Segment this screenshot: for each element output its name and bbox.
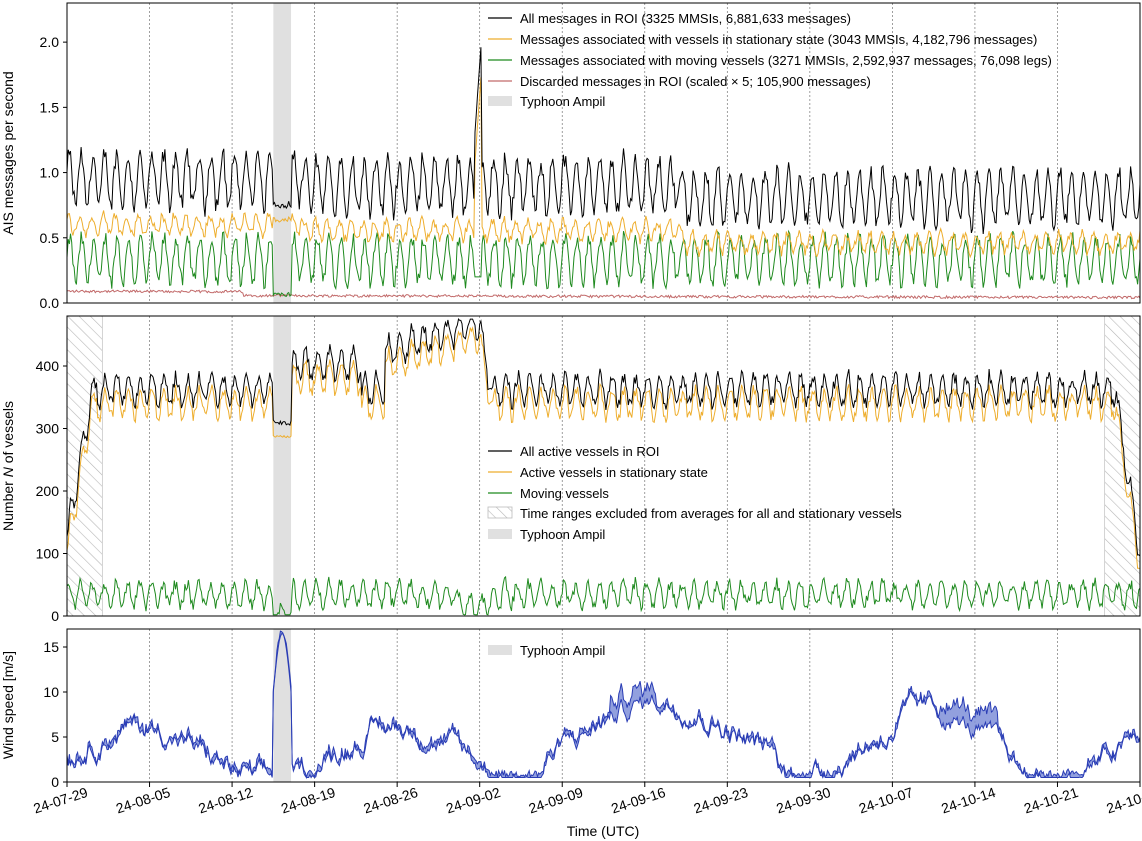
stationary-vessels-line bbox=[66, 326, 1141, 570]
x-tick-label: 24-08-12 bbox=[196, 784, 254, 817]
vessels-y-axis-label: Number N of vessels bbox=[0, 401, 16, 531]
legend-moving-messages: Messages associated with moving vessels … bbox=[520, 53, 1052, 68]
x-tick-label: 24-07-29 bbox=[31, 784, 89, 817]
typhoon-band bbox=[273, 3, 292, 303]
legend-typhoon-2: Typhoon Ampil bbox=[520, 527, 605, 542]
typhoon-band bbox=[273, 316, 292, 616]
y-tick-label: 0 bbox=[51, 774, 59, 790]
all-messages-line bbox=[66, 47, 1141, 235]
x-tick-label: 24-10-14 bbox=[939, 784, 997, 817]
x-tick-label: 24-08-19 bbox=[279, 784, 337, 817]
messages-panel-frame bbox=[66, 2, 1141, 304]
messages-panel: 0.00.51.01.52.0 AIS messages per second … bbox=[0, 2, 1141, 311]
wind-max-line bbox=[66, 630, 1141, 780]
legend-swatch-typhoon bbox=[488, 96, 512, 106]
y-tick-label: 15 bbox=[43, 639, 59, 655]
y-tick-label: 0.5 bbox=[40, 230, 60, 246]
wind-legend: Typhoon Ampil bbox=[488, 643, 605, 658]
vessels-legend: All active vessels in ROI Active vessels… bbox=[487, 444, 902, 542]
legend-swatch-typhoon-3 bbox=[488, 645, 512, 655]
x-tick-label: 24-08-05 bbox=[114, 784, 172, 817]
legend-typhoon-3: Typhoon Ampil bbox=[520, 643, 605, 658]
y-tick-label: 2.0 bbox=[40, 34, 60, 50]
x-axis-label: Time (UTC) bbox=[567, 823, 640, 839]
legend-stationary-messages: Messages associated with vessels in stat… bbox=[520, 32, 1037, 47]
vessels-panel: 0 100 200 300 400 Number N of vessels All ac… bbox=[0, 315, 1141, 624]
moving-messages-line bbox=[66, 229, 1141, 298]
legend-stationary-vessels: Active vessels in stationary state bbox=[520, 465, 708, 480]
wind-panel: 0 5 10 15 Wind speed [m/s] Typhoon Ampil bbox=[0, 628, 1141, 790]
y-tick-label: 200 bbox=[36, 483, 60, 499]
wind-y-axis-label: Wind speed [m/s] bbox=[0, 651, 16, 759]
y-tick-label: 300 bbox=[36, 421, 60, 437]
y-tick-label: 10 bbox=[43, 684, 59, 700]
excluded-range-0 bbox=[66, 315, 103, 617]
y-tick-label: 5 bbox=[51, 729, 59, 745]
legend-all-messages: All messages in ROI (3325 MMSIs, 6,881,6… bbox=[520, 11, 851, 26]
y-tick-label: 400 bbox=[36, 358, 60, 374]
legend-swatch-excluded bbox=[487, 506, 513, 519]
typhoon-band bbox=[273, 629, 292, 782]
messages-legend: All messages in ROI (3325 MMSIs, 6,881,6… bbox=[488, 11, 1052, 109]
moving-vessels-line bbox=[66, 575, 1141, 616]
x-tick-label: 24-09-23 bbox=[692, 784, 750, 817]
x-tick-label: 24-09-09 bbox=[527, 784, 585, 817]
y-tick-label: 1.5 bbox=[40, 99, 60, 115]
y-tick-label: 0 bbox=[51, 608, 59, 624]
legend-excluded: Time ranges excluded from averages for a… bbox=[520, 506, 902, 521]
x-tick-label: 24-09-30 bbox=[774, 784, 832, 817]
messages-y-axis-label: AIS messages per second bbox=[0, 71, 16, 234]
wind-panel-frame bbox=[66, 628, 1141, 783]
y-tick-label: 0.0 bbox=[40, 295, 60, 311]
x-tick-label: 24-08-26 bbox=[361, 784, 419, 817]
y-tick-label: 1.0 bbox=[40, 165, 60, 181]
x-tick-label: 24-10-21 bbox=[1022, 784, 1080, 817]
x-tick-label: 24-10-07 bbox=[857, 784, 915, 817]
excluded-range-1 bbox=[1104, 315, 1141, 617]
vessels-panel-frame bbox=[66, 315, 1141, 617]
discarded-messages-line bbox=[66, 289, 1141, 300]
legend-typhoon: Typhoon Ampil bbox=[520, 94, 605, 109]
legend-swatch-typhoon-2 bbox=[488, 529, 512, 539]
x-tick-label: 24-09-16 bbox=[609, 784, 667, 817]
stationary-messages-line bbox=[66, 77, 1141, 259]
x-tick-label: 24-10-28 bbox=[1104, 784, 1142, 817]
legend-discarded-messages: Discarded messages in ROI (scaled × 5; 1… bbox=[520, 74, 871, 89]
wind-min-line bbox=[66, 633, 1141, 779]
legend-all-vessels: All active vessels in ROI bbox=[520, 444, 659, 459]
all-vessels-line bbox=[66, 318, 1141, 557]
x-tick-label: 24-09-02 bbox=[444, 784, 502, 817]
legend-moving-vessels: Moving vessels bbox=[520, 486, 609, 501]
y-tick-label: 100 bbox=[36, 546, 60, 562]
